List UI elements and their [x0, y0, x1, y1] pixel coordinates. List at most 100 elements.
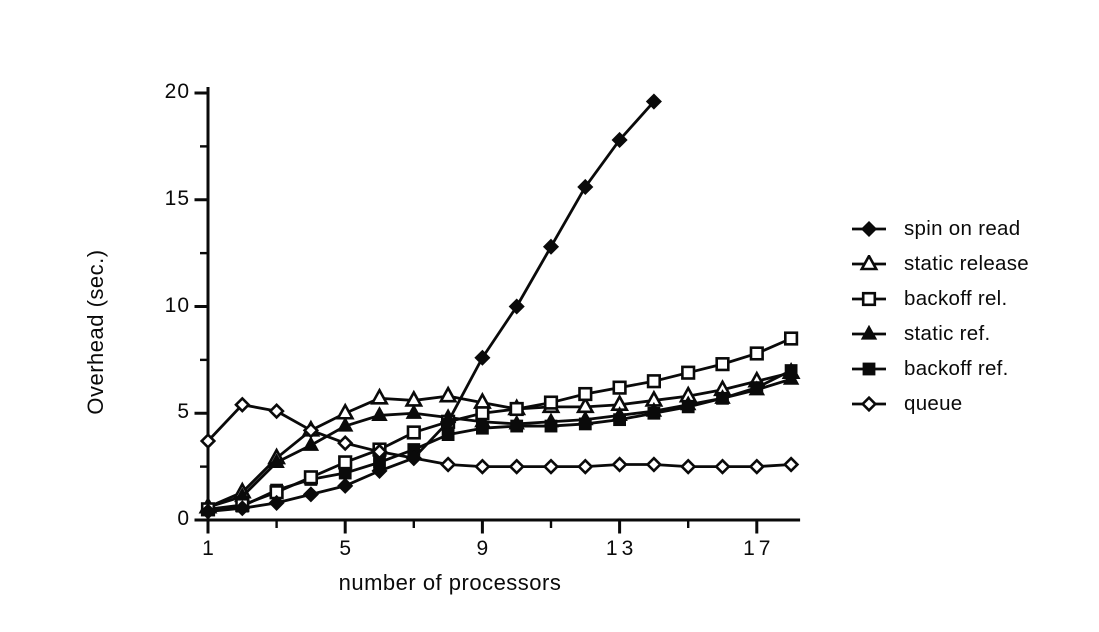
spin-on-read-point — [371, 462, 388, 479]
legend-marker-shape — [860, 220, 878, 237]
y-axis-title: Overhead (sec.) — [83, 249, 108, 415]
backoff-rel-point — [578, 386, 593, 402]
spin-on-read-point — [474, 349, 491, 366]
queue-point — [577, 458, 594, 475]
x-tick-label: 9 — [476, 537, 493, 560]
backoff-rel-point — [612, 380, 627, 395]
queue-point — [645, 456, 663, 473]
y-tick-label: 10 — [164, 293, 190, 317]
backoff-rel-point — [303, 470, 319, 485]
legend-marker-shape — [860, 324, 878, 340]
backoff-rel-point — [715, 357, 730, 372]
legend-marker-glyph — [852, 220, 886, 237]
spin-on-read-point — [268, 494, 285, 511]
backoff-ref-point — [578, 417, 592, 431]
backoff-ref-point — [544, 419, 558, 433]
series-spin-on-read — [199, 93, 662, 520]
backoff-ref-point — [441, 428, 455, 441]
legend-marker-shape — [859, 254, 879, 270]
spin-on-read-point — [577, 178, 594, 195]
legend-label: queue — [904, 391, 963, 415]
spin-on-read-point — [542, 238, 560, 255]
spin-on-read-point — [645, 93, 662, 110]
legend-marker-glyph — [852, 395, 886, 412]
series-line-queue — [206, 403, 793, 469]
queue-point — [714, 458, 731, 475]
backoff-rel-point — [681, 365, 696, 380]
legend-label: backoff ref. — [904, 356, 1009, 380]
queue-point — [680, 458, 697, 475]
series-line-static-release — [206, 371, 793, 509]
queue-point — [474, 458, 491, 475]
spin-on-read-point — [337, 477, 354, 494]
legend-label: static ref. — [904, 321, 991, 345]
square-open-marker-icon — [852, 291, 886, 306]
y-tick-label: 20 — [164, 80, 190, 103]
spin-on-read-point — [508, 298, 525, 315]
legend-marker-glyph — [852, 324, 886, 340]
legend-marker-shape — [861, 291, 877, 306]
spin-on-read-point — [611, 131, 628, 149]
legend: spin on read static release backoff rel.… — [851, 211, 1029, 421]
static-ref-point — [782, 369, 800, 385]
legend-item-backoff-rel: backoff rel. — [851, 281, 1029, 316]
static-ref-point — [371, 406, 388, 421]
spin-on-read-point — [199, 503, 217, 520]
static-ref-point — [336, 416, 354, 432]
series-backoff-ref — [201, 364, 798, 516]
static-release-point — [335, 402, 355, 420]
static-release-point — [438, 385, 458, 403]
series-line-spin-on-read — [206, 100, 656, 513]
queue-point — [508, 458, 525, 475]
backoff-rel-point — [783, 331, 799, 346]
queue-point — [782, 456, 800, 473]
backoff-ref-point — [716, 391, 729, 405]
x-tick-label: 13 — [605, 537, 638, 560]
legend-marker-shape — [862, 362, 876, 375]
series-static-release — [198, 362, 801, 514]
backoff-ref-point — [784, 364, 798, 377]
triangle-filled-marker-icon — [852, 324, 886, 340]
backoff-ref-point — [613, 413, 626, 427]
static-ref-point — [405, 404, 423, 419]
queue-point — [748, 458, 765, 475]
backoff-ref-point — [750, 381, 764, 395]
queue-point — [234, 396, 251, 413]
queue-point — [542, 458, 560, 475]
static-release-point — [404, 389, 424, 407]
queue-point — [199, 432, 217, 450]
backoff-ref-point — [476, 421, 489, 435]
diamond-open-marker-icon — [852, 395, 886, 412]
backoff-rel-point — [509, 401, 524, 417]
backoff-rel-point — [749, 346, 764, 361]
queue-point — [337, 435, 354, 452]
spin-on-read-point — [440, 413, 457, 430]
series-line-backoff-ref — [206, 369, 793, 511]
static-ref-point — [268, 453, 285, 468]
legend-marker-glyph — [852, 362, 886, 375]
backoff-ref-point — [647, 406, 661, 420]
legend-item-spin-on-read: spin on read — [851, 211, 1029, 246]
legend-marker-shape — [860, 395, 878, 412]
static-ref-point — [302, 436, 320, 451]
square-filled-marker-icon — [852, 362, 886, 375]
y-tick-label: 0 — [177, 507, 190, 530]
legend-item-static-ref: static ref. — [851, 316, 1029, 351]
queue-point — [268, 402, 285, 420]
legend-item-backoff-ref: backoff ref. — [851, 351, 1029, 386]
x-axis-title: number of processors — [338, 570, 562, 595]
backoff-ref-point — [681, 400, 695, 414]
y-tick-label: 15 — [164, 186, 190, 210]
backoff-rel-point — [646, 374, 661, 389]
x-tick-label: 17 — [743, 537, 775, 560]
legend-label: backoff rel. — [904, 286, 1008, 310]
queue-point — [302, 422, 320, 439]
queue-point — [611, 456, 628, 473]
backoff-rel-point — [543, 395, 559, 410]
legend-item-static-release: static release — [851, 246, 1029, 281]
static-release-point — [472, 391, 492, 409]
backoff-rel-point — [475, 406, 490, 421]
spin-on-read-point — [234, 500, 251, 517]
